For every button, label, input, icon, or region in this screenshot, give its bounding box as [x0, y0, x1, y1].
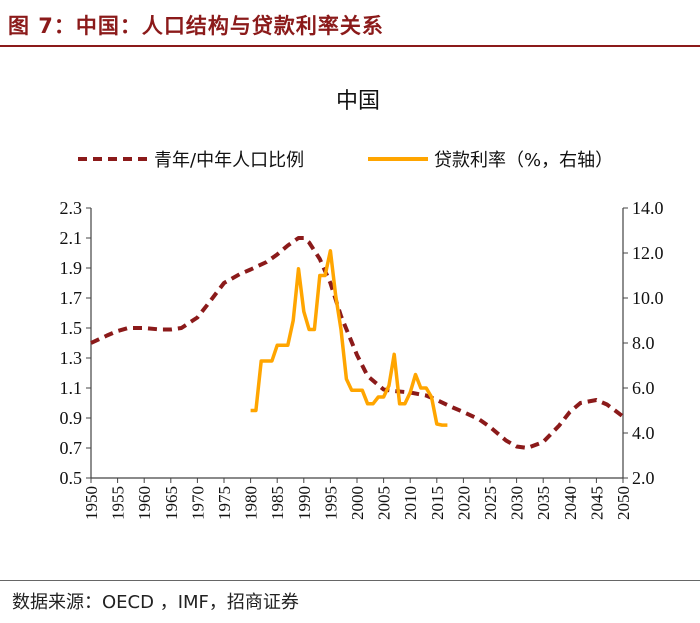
x-tick-label: 1955 — [109, 486, 128, 520]
legend: 青年/中年人口比例 贷款利率（%，右轴） — [78, 150, 613, 171]
series-loan-rate-line — [250, 249, 448, 427]
y-left-tick-label: 0.9 — [60, 408, 83, 428]
figure-title: 图 7：中国：人口结构与贷款利率关系 — [8, 14, 384, 38]
x-tick-label: 2020 — [454, 486, 473, 520]
x-tick-label: 1960 — [135, 486, 154, 520]
y-right-tick-label: 10.0 — [632, 288, 664, 308]
x-tick-label: 1965 — [162, 486, 181, 520]
series-youth-middle-ratio-line — [90, 236, 625, 450]
axes: 0.5 0.7 0.9 1.1 1.3 1.5 1.7 1.9 2.1 2.3 2.0 4.0 6.0 8… — [60, 198, 664, 520]
x-tick-label: 1950 — [82, 486, 101, 520]
y-right-tick-label: 2.0 — [632, 468, 655, 488]
x-tick-label: 2040 — [561, 486, 580, 520]
x-tick-label: 2010 — [401, 486, 420, 520]
y-right-tick-label: 8.0 — [632, 333, 655, 353]
x-tick-label: 1990 — [295, 486, 314, 520]
y-left-tick-label: 2.3 — [60, 198, 83, 218]
line-chart: 中国 青年/中年人口比例 贷款利率（%，右轴） 0.5 0.7 0.9 1.1 1.3 1… — [60, 89, 664, 520]
y-left-tick-label: 0.7 — [60, 438, 83, 458]
x-tick-label: 2015 — [428, 486, 447, 520]
y-left-tick-label: 1.9 — [60, 258, 83, 278]
header-divider — [0, 45, 700, 47]
legend-ratio-label: 青年/中年人口比例 — [154, 150, 304, 171]
legend-rate-label: 贷款利率（%，右轴） — [434, 150, 613, 171]
y-left-tick-label: 1.3 — [60, 348, 83, 368]
x-tick-label: 1995 — [321, 486, 340, 520]
y-left-tick-label: 2.1 — [60, 228, 83, 248]
y-left-tick-label: 0.5 — [60, 468, 83, 488]
y-left-tick-label: 1.5 — [60, 318, 83, 338]
plot-area — [90, 236, 625, 450]
report-header: 图 7：中国：人口结构与贷款利率关系 — [0, 0, 700, 47]
chart-title: 中国 — [336, 89, 380, 114]
footer-divider — [0, 580, 700, 581]
x-tick-label: 1980 — [242, 486, 261, 520]
x-tick-label: 2050 — [614, 486, 633, 520]
data-source: 数据来源：OECD ，IMF，招商证券 — [12, 592, 299, 613]
x-tick-label: 1970 — [188, 486, 207, 520]
x-tick-label: 1985 — [268, 486, 287, 520]
x-tick-label: 2000 — [348, 486, 367, 520]
x-tick-label: 2045 — [587, 486, 606, 520]
x-tick-label: 2035 — [534, 486, 553, 520]
y-left-tick-label: 1.7 — [60, 288, 83, 308]
x-tick-label: 1975 — [215, 486, 234, 520]
y-left-tick-label: 1.1 — [60, 378, 83, 398]
y-right-tick-label: 12.0 — [632, 243, 664, 263]
x-tick-label: 2005 — [375, 486, 394, 520]
x-tick-label: 2030 — [508, 486, 527, 520]
x-tick-label: 2025 — [481, 486, 500, 520]
y-right-tick-label: 6.0 — [632, 378, 655, 398]
y-right-tick-label: 14.0 — [632, 198, 664, 218]
y-right-tick-label: 4.0 — [632, 423, 655, 443]
